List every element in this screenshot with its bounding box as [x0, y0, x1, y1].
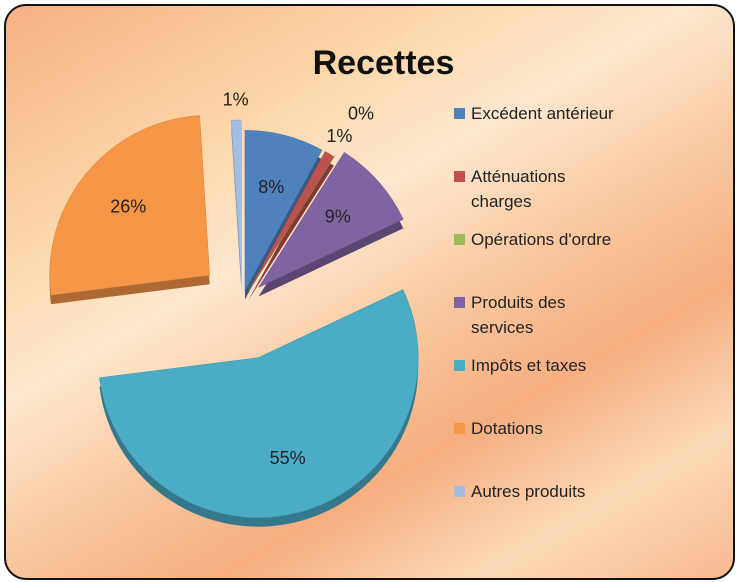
legend-label: Autres produits — [471, 482, 586, 501]
legend-swatch — [454, 486, 465, 497]
legend-item: Autres produits — [454, 479, 621, 504]
slice — [49, 115, 210, 296]
chart-title: Recettes — [312, 44, 455, 82]
legend-swatch — [454, 360, 465, 371]
legend-item: Impôts et taxes — [454, 353, 621, 378]
legend-label: Atténuations charges — [471, 167, 566, 211]
data-label: 26% — [110, 197, 146, 217]
legend-item: Atténuations charges — [454, 164, 621, 214]
legend-label: Dotations — [471, 419, 543, 438]
slice-side — [249, 164, 336, 300]
slice — [247, 151, 335, 292]
legend-item: Opérations d'ordre — [454, 227, 621, 252]
legend-swatch — [454, 234, 465, 245]
legend-label: Excédent antérieur — [471, 104, 614, 123]
slice — [230, 119, 242, 281]
legend-label: Opérations d'ordre — [471, 230, 612, 249]
legend-swatch — [454, 108, 465, 119]
data-label: 55% — [270, 448, 306, 468]
slice-side — [248, 160, 334, 301]
legend-swatch — [454, 171, 465, 182]
legend-swatch — [454, 423, 465, 434]
legend-swatch — [454, 297, 465, 308]
chart-frame: 8% 1% 0% 9% 55% 26% 1% Recettes Excédent antér… — [4, 4, 735, 580]
legend-label: Produits des services — [471, 293, 566, 337]
data-label: 9% — [325, 206, 351, 226]
slice — [99, 289, 419, 518]
legend-item: Dotations — [454, 416, 621, 441]
data-label: 1% — [223, 90, 249, 110]
data-label: 0% — [348, 103, 374, 123]
slice — [257, 152, 404, 289]
legend-item: Excédent antérieur — [454, 101, 621, 126]
legend-label: Impôts et taxes — [471, 356, 587, 375]
legend-item: Produits des services — [454, 290, 621, 340]
slice — [244, 130, 323, 291]
data-label: 1% — [326, 126, 352, 146]
pie-chart: 8% 1% 0% 9% 55% 26% 1% — [49, 90, 419, 527]
data-label: 8% — [258, 177, 284, 197]
